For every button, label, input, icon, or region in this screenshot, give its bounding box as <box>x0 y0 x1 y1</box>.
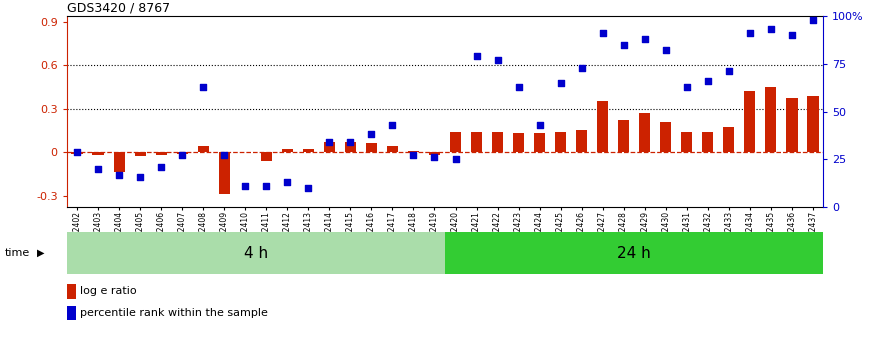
Point <box>469 53 483 59</box>
Bar <box>554 132 566 152</box>
Point <box>532 122 546 128</box>
Point <box>490 57 505 63</box>
Point <box>722 69 736 74</box>
Text: time: time <box>4 248 29 258</box>
Point <box>259 183 273 189</box>
Bar <box>344 142 356 152</box>
Point <box>554 80 568 86</box>
Point <box>574 65 588 70</box>
Point <box>680 84 694 90</box>
Point <box>112 172 126 177</box>
Bar <box>67 306 77 320</box>
Point <box>70 149 85 154</box>
Bar <box>67 284 77 299</box>
Bar <box>618 120 629 152</box>
Bar <box>71 152 83 154</box>
Point <box>659 47 673 53</box>
Bar <box>219 152 231 194</box>
Point <box>764 27 778 32</box>
Point <box>302 185 316 191</box>
Point <box>449 156 463 162</box>
Bar <box>786 98 797 152</box>
Bar <box>281 149 293 152</box>
Point <box>385 122 400 128</box>
Bar <box>702 132 714 152</box>
Point <box>364 132 378 137</box>
Bar <box>156 152 167 155</box>
Bar <box>445 232 823 274</box>
Point <box>617 42 631 47</box>
Point <box>280 179 295 185</box>
Point <box>154 164 168 170</box>
Bar <box>513 133 524 152</box>
Point <box>805 17 820 23</box>
Bar <box>408 150 419 152</box>
Bar <box>386 146 398 152</box>
Bar <box>198 146 209 152</box>
Text: ▶: ▶ <box>37 248 44 258</box>
Bar <box>67 232 445 274</box>
Bar <box>366 143 377 152</box>
Point <box>595 30 610 36</box>
Text: log e ratio: log e ratio <box>80 286 136 296</box>
Bar <box>134 152 146 156</box>
Bar <box>114 152 125 172</box>
Bar <box>429 152 441 155</box>
Bar <box>176 152 188 154</box>
Bar <box>93 152 104 155</box>
Point <box>700 78 715 84</box>
Bar <box>261 152 272 161</box>
Bar <box>659 122 671 152</box>
Text: percentile rank within the sample: percentile rank within the sample <box>80 308 268 318</box>
Bar <box>723 127 734 152</box>
Bar <box>597 101 609 152</box>
Bar <box>681 132 692 152</box>
Point <box>175 153 190 158</box>
Point <box>512 84 526 90</box>
Point <box>134 174 148 179</box>
Point <box>742 30 756 36</box>
Point <box>322 139 336 145</box>
Bar <box>639 113 651 152</box>
Text: 4 h: 4 h <box>244 246 268 261</box>
Text: GDS3420 / 8767: GDS3420 / 8767 <box>67 2 170 15</box>
Point <box>239 183 253 189</box>
Bar <box>492 132 504 152</box>
Text: 24 h: 24 h <box>618 246 651 261</box>
Bar <box>534 133 546 152</box>
Bar <box>471 132 482 152</box>
Point <box>91 166 105 172</box>
Point <box>407 153 421 158</box>
Point <box>217 153 231 158</box>
Point <box>637 36 651 42</box>
Point <box>427 155 441 160</box>
Bar <box>449 132 461 152</box>
Bar <box>324 142 336 152</box>
Bar <box>765 87 776 152</box>
Point <box>785 32 799 38</box>
Point <box>196 84 210 90</box>
Point <box>344 139 358 145</box>
Bar <box>576 130 587 152</box>
Bar <box>807 96 819 152</box>
Bar <box>303 149 314 152</box>
Bar <box>744 91 756 152</box>
